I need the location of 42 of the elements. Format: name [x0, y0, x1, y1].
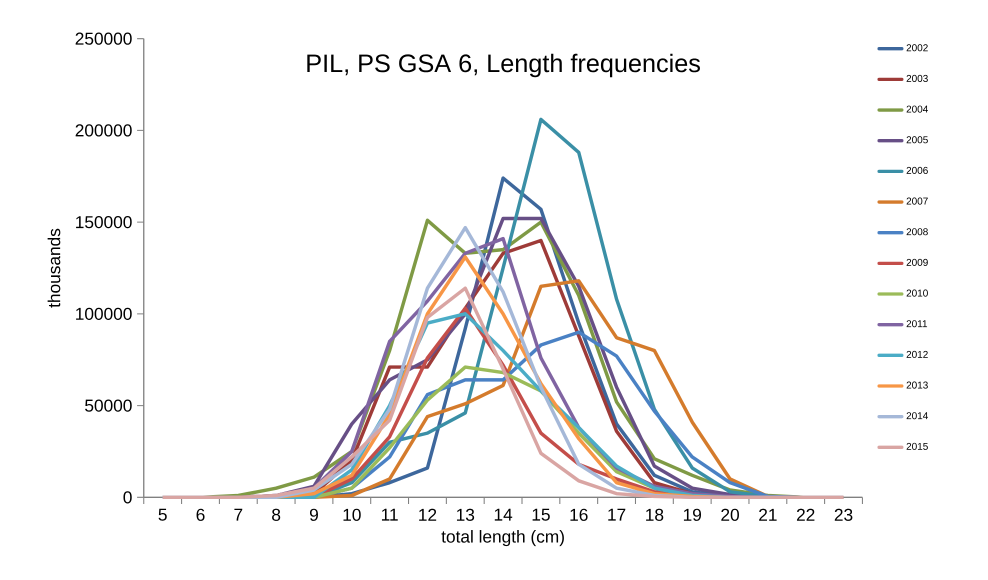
legend-label: 2009 — [906, 258, 928, 266]
legend-label: 2010 — [906, 290, 928, 297]
x-tick-label: 17 — [608, 508, 626, 521]
y-tick-label: 250000 — [76, 32, 132, 45]
x-tick-label: 7 — [234, 508, 242, 521]
x-tick-label: 10 — [344, 508, 361, 521]
legend-label: 2008 — [906, 228, 928, 236]
y-tick-label: 50000 — [85, 399, 132, 412]
x-tick-label: 5 — [158, 508, 167, 521]
x-tick-label: 15 — [532, 508, 550, 521]
legend-label: 2003 — [906, 74, 928, 82]
x-tick-label: 21 — [759, 508, 777, 521]
x-tick-label: 14 — [494, 508, 512, 521]
x-tick-label: 23 — [834, 508, 852, 521]
x-tick-label: 6 — [196, 508, 205, 521]
legend-label: 2004 — [906, 106, 928, 113]
text: PIL, PS GSA 6, Length frequencies — [307, 54, 700, 78]
legend-label: 2007 — [906, 198, 928, 205]
y-tick-label: 150000 — [76, 216, 132, 228]
y-tick-label: 100000 — [76, 308, 132, 320]
x-tick-label: 19 — [684, 508, 702, 521]
x-tick-label: 13 — [456, 508, 474, 521]
x-tick-label: 18 — [646, 508, 664, 521]
y-axis-title: thousands — [48, 228, 60, 308]
x-tick-label: 12 — [419, 508, 436, 521]
legend-label: 2012 — [906, 350, 928, 358]
x-tick-label: 22 — [796, 508, 814, 521]
legend-label: 2014 — [906, 412, 928, 420]
legend-label: 2002 — [906, 44, 928, 52]
x-tick-label: 8 — [272, 508, 280, 521]
x-tick-label: 16 — [570, 508, 588, 521]
x-tick-label: 9 — [310, 508, 318, 521]
x-tick-label: 11 — [382, 508, 398, 521]
legend-label: 2006 — [906, 166, 928, 174]
legend-label: 2015 — [906, 442, 928, 450]
legend-label: 2013 — [906, 382, 928, 389]
legend-label: 2011 — [906, 320, 928, 328]
y-tick-label: 200000 — [76, 124, 132, 137]
y-tick-label: 0 — [123, 491, 132, 504]
x-axis-title: total length (cm) — [441, 530, 564, 546]
legend-label: 2005 — [906, 136, 928, 144]
x-tick-label: 20 — [721, 508, 739, 521]
